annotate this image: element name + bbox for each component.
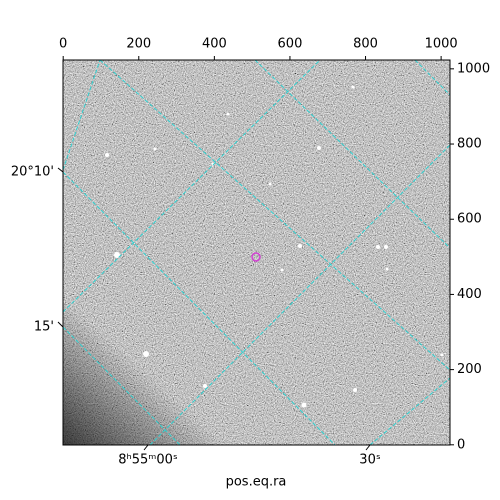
x-tick-label: 200 <box>126 37 151 52</box>
ra-label: 8ʰ55ᵐ00ˢ <box>118 453 178 468</box>
sky-image <box>63 60 450 445</box>
x-tick-label: 600 <box>278 37 303 52</box>
y-tick-label: 0 <box>457 437 465 452</box>
y-tick-label: 200 <box>457 362 482 377</box>
ra-label: 30ˢ <box>359 453 381 468</box>
x-tick-label: 1000 <box>425 37 458 52</box>
plot-frame <box>62 59 451 446</box>
x-axis-label: pos.eq.ra <box>226 475 287 490</box>
x-tick-label: 0 <box>59 37 67 52</box>
dec-label: 20°10' <box>11 165 54 180</box>
y-tick-label: 400 <box>457 287 482 302</box>
wcs-ticks <box>57 167 371 451</box>
target-marker <box>251 252 261 262</box>
y-tick-label: 600 <box>457 212 482 227</box>
dec-label: 15' <box>34 320 54 335</box>
x-tick-label: 400 <box>202 37 227 52</box>
y-tick-label: 1000 <box>457 61 490 76</box>
stars <box>105 85 444 408</box>
coordinate-grid <box>63 60 450 445</box>
y-tick-label: 800 <box>457 137 482 152</box>
x-tick-label: 800 <box>353 37 378 52</box>
